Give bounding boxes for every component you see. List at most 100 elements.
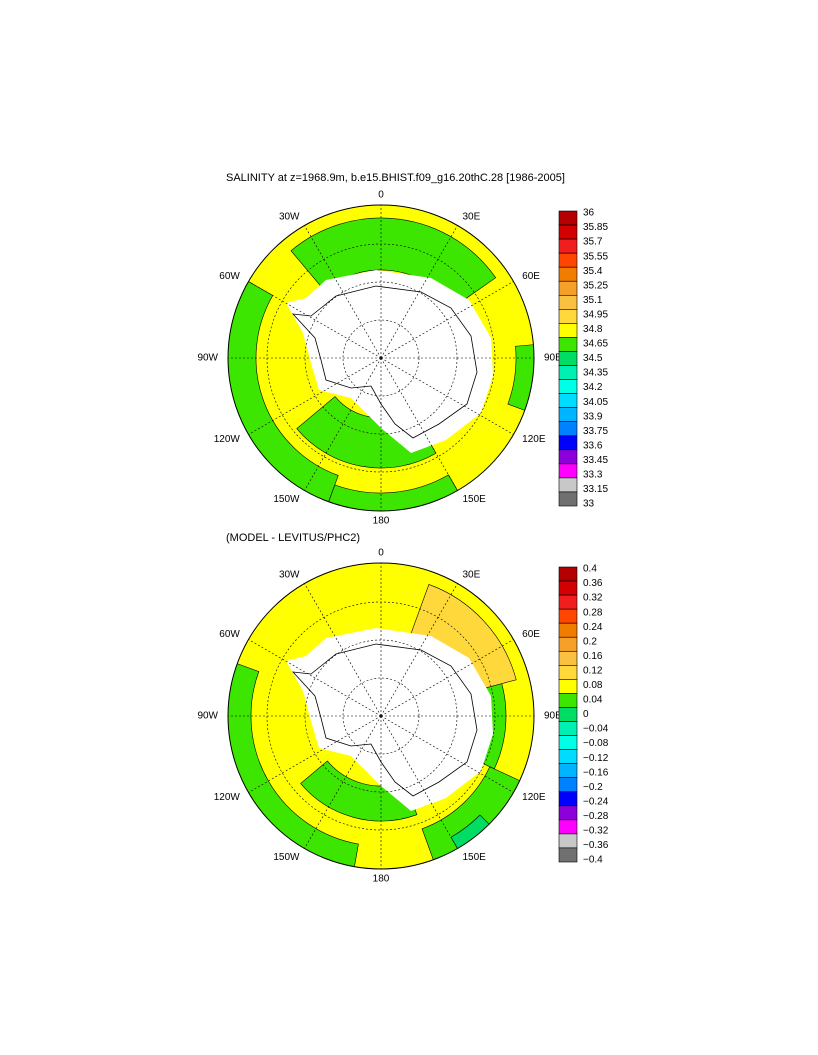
land — [291, 285, 478, 439]
colorbar-box — [558, 679, 578, 694]
colorbar-box — [558, 594, 578, 610]
colorbar-box — [558, 707, 578, 722]
colorbar-label: 33.3 — [583, 470, 603, 481]
graticule — [380, 225, 458, 359]
colorbar-label: 35.7 — [583, 237, 603, 248]
colorbar-label: 33 — [583, 499, 595, 510]
colorbar-box — [558, 393, 578, 408]
colorbar-box — [558, 819, 578, 835]
colorbar-box — [558, 749, 578, 764]
colorbar-label: 0.28 — [583, 607, 603, 618]
region — [300, 760, 418, 822]
colorbar-label: 0.24 — [583, 622, 603, 633]
graticule — [380, 715, 458, 849]
colorbar-label: −0.2 — [583, 782, 603, 793]
colorbar-label: 33.6 — [583, 440, 603, 451]
colorbar-label: 0.04 — [583, 695, 603, 706]
colorbar-box — [558, 351, 578, 366]
graticule — [248, 639, 382, 717]
colorbar-label: 0.12 — [583, 665, 603, 676]
colorbar-box — [558, 777, 578, 793]
graticule — [304, 715, 382, 849]
lon-label: 90E — [544, 353, 562, 364]
lon-label: 120W — [214, 434, 241, 445]
colorbar-label: −0.16 — [583, 767, 609, 778]
colorbar-box — [558, 847, 578, 863]
map — [227, 562, 535, 870]
graticule — [304, 225, 382, 359]
lon-label: 30E — [463, 569, 481, 580]
lon-label: 150W — [273, 852, 300, 863]
colorbar-box — [558, 636, 578, 652]
colorbar-box — [558, 449, 578, 465]
land — [291, 643, 478, 797]
colorbar-label: 34.2 — [583, 382, 603, 393]
lon-label: 90W — [197, 711, 218, 722]
colorbar-label: −0.08 — [583, 738, 609, 749]
colorbar-label: 34.5 — [583, 353, 603, 364]
map-border — [227, 204, 535, 512]
colorbar-label: 33.45 — [583, 455, 608, 466]
graticule — [380, 715, 514, 793]
lon-label: 30E — [463, 211, 481, 222]
colorbar-box — [558, 791, 578, 807]
lon-label: 180 — [373, 874, 390, 885]
graticule — [304, 583, 382, 717]
colorbar-label: 34.05 — [583, 397, 608, 408]
colorbar-box — [558, 763, 578, 779]
colorbar-label: 0 — [583, 709, 589, 720]
lon-label: 60W — [219, 629, 240, 640]
colorbar-box — [558, 280, 578, 296]
lon-label: 0 — [378, 548, 384, 559]
colorbar-label: 0.32 — [583, 593, 603, 604]
colorbar-box — [558, 693, 578, 708]
lon-label: 30W — [279, 211, 300, 222]
colorbar-label: 35.55 — [583, 251, 608, 262]
colorbar-label: 0.08 — [583, 680, 603, 691]
colorbar-box — [558, 323, 578, 338]
colorbar-box — [558, 650, 578, 666]
colorbar-label: 35.4 — [583, 266, 603, 277]
colorbar-box — [558, 622, 578, 638]
colorbar-box — [558, 309, 578, 324]
graticule — [248, 281, 382, 359]
colorbar-box — [558, 721, 578, 736]
colorbar-label: −0.36 — [583, 840, 609, 851]
colorbar-label: −0.28 — [583, 811, 609, 822]
graticule — [304, 357, 382, 491]
colorbar-box — [558, 665, 578, 680]
colorbar-label: 35.1 — [583, 295, 603, 306]
colorbar-label: 33.9 — [583, 411, 603, 422]
colorbar-box — [558, 238, 578, 254]
colorbar-label: 34.35 — [583, 368, 608, 379]
graticule — [380, 357, 458, 491]
colorbar-box — [558, 477, 578, 493]
panel-title: (MODEL - LEVITUS/PHC2) — [226, 532, 360, 544]
colorbar-box — [558, 421, 578, 437]
colorbar-box — [558, 608, 578, 624]
colorbar-box — [558, 210, 578, 226]
colorbar-box — [558, 805, 578, 821]
graticule — [380, 357, 514, 435]
lon-label: 90E — [544, 711, 562, 722]
colorbar-label: 0.2 — [583, 636, 597, 647]
colorbar-label: 34.95 — [583, 309, 608, 320]
graticule — [380, 639, 514, 717]
region — [290, 217, 497, 308]
lon-label: 60E — [522, 629, 540, 640]
colorbar-label: 0.4 — [583, 564, 597, 575]
lon-label: 30W — [279, 569, 300, 580]
panel-title: SALINITY at z=1968.9m, b.e15.BHIST.f09_g… — [226, 172, 565, 184]
colorbar-label: 0.16 — [583, 651, 603, 662]
lon-label: 0 — [378, 190, 384, 201]
graticule — [380, 281, 514, 359]
lon-label: 150E — [463, 494, 487, 505]
colorbar-box — [558, 435, 578, 451]
colorbar-label: 0.36 — [583, 578, 603, 589]
graticule — [380, 583, 458, 717]
colorbar-box — [558, 566, 578, 582]
colorbar-box — [558, 365, 578, 380]
lon-label: 90W — [197, 353, 218, 364]
